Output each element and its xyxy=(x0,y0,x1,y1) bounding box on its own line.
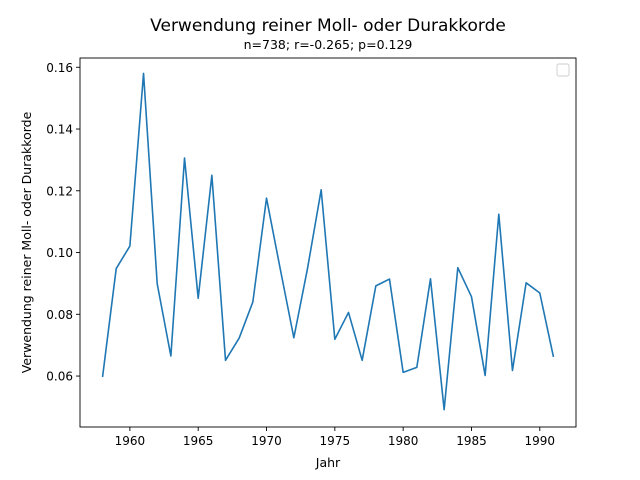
y-tick-label: 0.12 xyxy=(46,184,73,198)
y-axis-ticks: 0.06 0.08 0.10 0.12 0.14 0.16 xyxy=(46,61,80,384)
x-tick-label: 1990 xyxy=(525,434,556,448)
y-axis-label: Verwendung reiner Moll- oder Durakkorde xyxy=(19,111,34,373)
y-tick-label: 0.10 xyxy=(46,246,73,260)
x-axis-ticks: 1960 1965 1970 1975 1980 1985 1990 xyxy=(115,427,555,448)
x-tick-label: 1965 xyxy=(183,434,214,448)
y-tick-label: 0.08 xyxy=(46,308,73,322)
series-line xyxy=(101,72,555,411)
chart-title: Verwendung reiner Moll- oder Durakkorde xyxy=(150,16,506,36)
x-tick-label: 1970 xyxy=(251,434,282,448)
x-tick-label: 1960 xyxy=(115,434,146,448)
y-tick-label: 0.14 xyxy=(46,123,73,137)
legend-box xyxy=(556,63,570,77)
x-tick-label: 1975 xyxy=(320,434,351,448)
y-tick-label: 0.06 xyxy=(46,370,73,384)
x-tick-label: 1985 xyxy=(456,434,487,448)
x-axis-label: Jahr xyxy=(315,455,341,470)
plot-area-frame xyxy=(79,57,577,428)
x-tick-label: 1980 xyxy=(388,434,419,448)
chart-subtitle: n=738; r=-0.265; p=0.129 xyxy=(244,37,413,52)
y-tick-label: 0.16 xyxy=(46,61,73,75)
legend xyxy=(556,63,570,77)
